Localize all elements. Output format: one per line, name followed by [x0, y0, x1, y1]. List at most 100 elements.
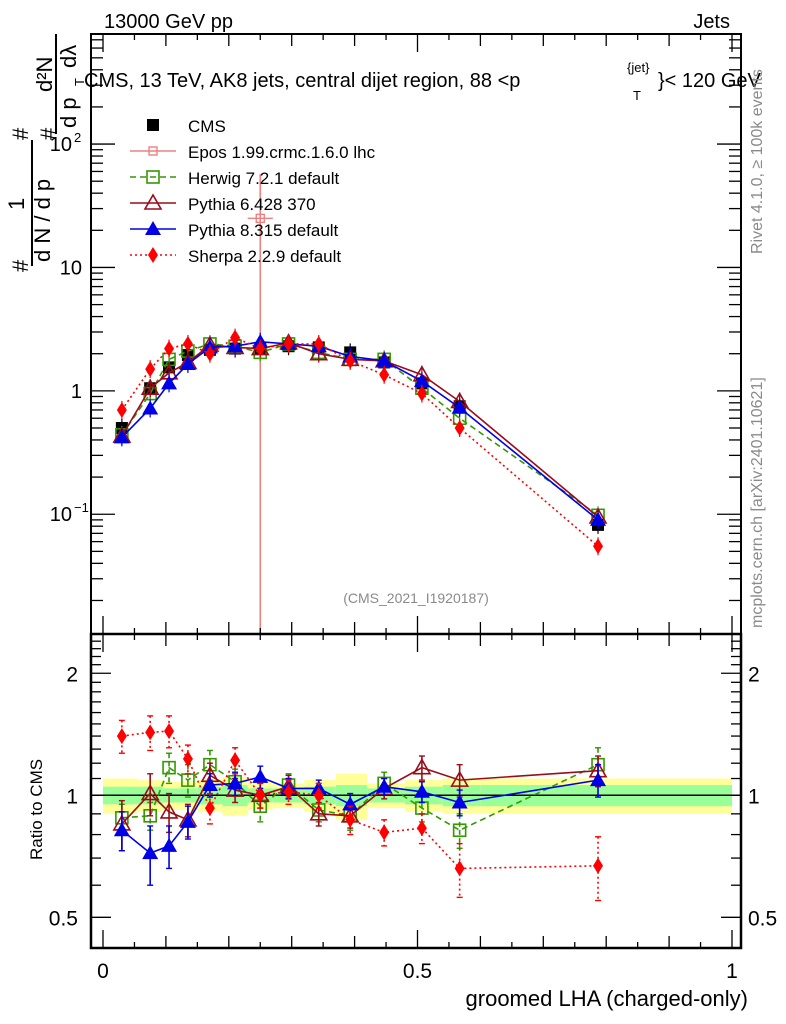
xtick-label: 0	[97, 960, 109, 983]
legend-label: Herwig 7.2.1 default	[188, 169, 339, 188]
ratio-data-point	[142, 845, 159, 860]
main-panel-series	[112, 174, 608, 634]
data-point	[590, 511, 607, 526]
data-point	[451, 399, 468, 414]
data-point	[116, 401, 127, 418]
ratio-data-point	[451, 794, 468, 809]
ratio-data-point	[227, 775, 244, 790]
ylabel-den-dlambda: dλ	[56, 45, 81, 68]
header-right: Jets	[693, 11, 730, 33]
title-tail: }< 120 GeV	[658, 70, 762, 92]
title-subscript: T	[633, 88, 641, 103]
data-point	[255, 340, 266, 357]
ratio-data-point	[345, 811, 356, 828]
legend-entry: Epos 1.99.crmc.1.6.0 lhc	[130, 143, 376, 162]
ylabel-den-sub: T	[72, 78, 87, 86]
marker-box	[148, 146, 158, 156]
ratio-ytick-labels: 2 2 1 1 0.5 0.5	[49, 663, 777, 930]
ratio-data-point	[416, 820, 427, 837]
ylabel-hash-3: #	[36, 127, 61, 140]
data-point	[230, 329, 241, 346]
ratio-data-point	[413, 783, 430, 798]
ylabel-one: 1	[4, 198, 29, 210]
series-sherpa	[116, 328, 604, 556]
legend-entry: CMS	[147, 117, 226, 136]
ratio-series-line	[121, 776, 599, 855]
plot-title: CMS, 13 TeV, AK8 jets, central dijet reg…	[84, 70, 520, 92]
ratio-series-pythia	[113, 763, 607, 886]
series-pythia	[113, 332, 607, 529]
main-ytick-exponent: −1	[74, 500, 89, 515]
data-point	[145, 361, 156, 378]
axes-frames	[89, 33, 743, 950]
ratio-data-point	[255, 787, 266, 804]
ratio-data-point	[283, 783, 294, 800]
legend-marker	[146, 170, 160, 184]
legend-entry: Pythia 6.428 370	[130, 193, 316, 214]
ratio-ytick-label-right: 1	[748, 785, 760, 808]
ylabel-den-dp: d p	[56, 97, 81, 128]
data-point	[379, 366, 390, 383]
ratio-data-point	[140, 783, 160, 801]
ratio-data-point	[182, 750, 193, 767]
xtick-label: 1	[726, 960, 738, 983]
ratio-data-point	[161, 837, 178, 852]
main-ytick-label: 10	[50, 134, 72, 156]
ratio-data-point	[116, 728, 127, 745]
ratio-data-point	[450, 770, 470, 787]
legend-marker	[145, 221, 161, 235]
legend-entry: Sherpa 2.2.9 default	[130, 247, 341, 266]
rivet-version-label: Rivet 4.1.0, ≥ 100k events	[749, 69, 766, 254]
legend-label: Pythia 8.315 default	[188, 221, 339, 240]
legend-marker	[147, 119, 159, 131]
legend-marker	[143, 193, 163, 210]
ratio-ytick-label-left: 2	[66, 663, 78, 686]
ratio-data-point	[201, 777, 218, 792]
axis-ticks	[91, 34, 741, 948]
ratio-data-point	[159, 802, 179, 819]
legend-label: Sherpa 2.2.9 default	[188, 247, 341, 266]
data-point	[313, 335, 324, 352]
data-point	[376, 352, 393, 367]
ratio-data-point	[113, 822, 130, 837]
ratio-data-point	[452, 823, 467, 838]
ratio-ytick-label-left: 0.5	[49, 907, 78, 930]
data-point	[413, 373, 430, 388]
data-point	[283, 335, 294, 352]
title-superscript: {jet}	[627, 60, 650, 75]
data-point	[142, 400, 159, 415]
ylabel-hash-2: #	[8, 127, 33, 140]
ratio-data-point	[376, 778, 393, 793]
header-left: 13000 GeV pp	[104, 11, 233, 33]
xtick-labels: 0 0.5 1	[97, 960, 738, 983]
data-point	[454, 419, 465, 436]
ratio-data-point	[412, 758, 432, 775]
data-point	[140, 378, 160, 396]
ratio-data-point	[309, 804, 329, 821]
ratio-data-point	[164, 723, 175, 740]
ylabel-numerator: d²N	[32, 57, 57, 92]
ratio-panel-series	[112, 715, 608, 902]
ratio-ytick-label-left: 1	[66, 785, 78, 808]
ylabel-hash: #	[8, 259, 33, 272]
data-point	[179, 356, 196, 371]
data-point	[113, 429, 130, 444]
main-y-axis-label: # 1 d N / d p # # d²N d p T dλ	[4, 34, 87, 272]
legend-label: Epos 1.99.crmc.1.6.0 lhc	[188, 143, 376, 162]
data-point	[204, 345, 215, 362]
ratio-data-point	[593, 857, 604, 874]
ratio-data-point	[379, 824, 390, 841]
ratio-data-point	[204, 800, 215, 817]
series-epos	[247, 174, 273, 634]
xtick-label: 0.5	[403, 960, 432, 983]
main-ytick-label: 1	[71, 381, 82, 403]
ratio-data-point	[179, 813, 196, 828]
data-point	[309, 344, 329, 361]
legend-label: Pythia 6.428 370	[188, 195, 316, 214]
ratio-ytick-label-right: 2	[748, 663, 760, 686]
ratio-data-point	[342, 796, 359, 811]
ratio-data-point	[252, 768, 269, 783]
ylabel-denominator: d N / d p	[30, 179, 55, 262]
data-point	[255, 213, 265, 224]
ratio-data-point	[230, 752, 241, 769]
